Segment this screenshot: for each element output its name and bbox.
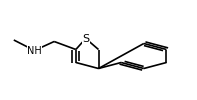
Text: NH: NH [27,46,42,56]
Text: S: S [82,34,89,44]
